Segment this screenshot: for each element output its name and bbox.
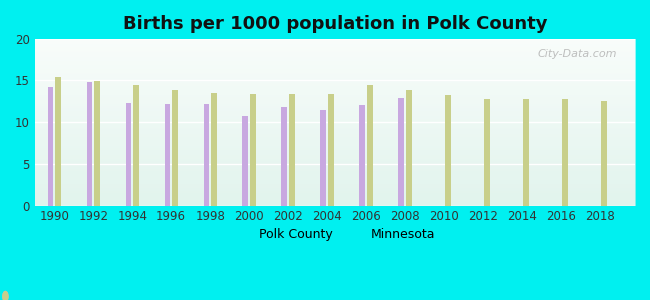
Bar	[445, 95, 450, 206]
Bar	[359, 105, 365, 206]
Bar	[133, 85, 139, 206]
Bar	[203, 104, 209, 206]
Bar	[47, 87, 53, 206]
Bar	[164, 104, 170, 206]
Bar	[55, 77, 61, 206]
Bar	[562, 99, 567, 206]
Bar	[242, 116, 248, 206]
Bar	[172, 90, 178, 206]
Text: City-Data.com: City-Data.com	[538, 49, 617, 59]
Bar	[86, 82, 92, 206]
Bar	[406, 90, 411, 206]
Bar	[289, 94, 294, 206]
Bar	[94, 81, 100, 206]
Bar	[211, 93, 216, 206]
Legend: Polk County, Minnesota: Polk County, Minnesota	[229, 223, 440, 246]
Bar	[367, 85, 372, 206]
Bar	[523, 99, 528, 206]
Bar	[125, 103, 131, 206]
Title: Births per 1000 population in Polk County: Births per 1000 population in Polk Count…	[123, 15, 547, 33]
Bar	[601, 101, 606, 206]
Bar	[281, 107, 287, 206]
Bar	[250, 94, 255, 206]
Bar	[328, 94, 333, 206]
Bar	[398, 98, 404, 206]
Bar	[320, 110, 326, 206]
Bar	[484, 99, 489, 206]
